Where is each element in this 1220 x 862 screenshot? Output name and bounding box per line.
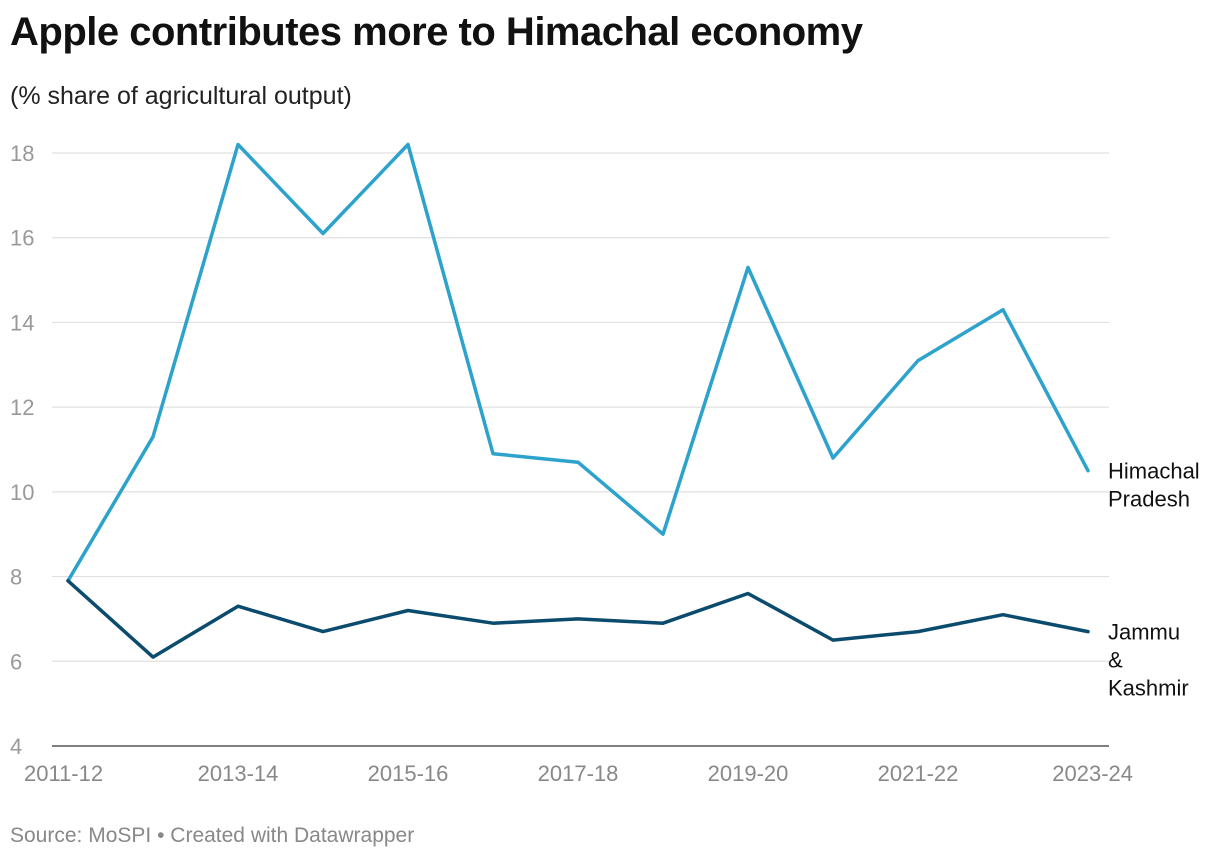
x-tick-label: 2021-22 — [878, 761, 959, 786]
y-tick-label: 16 — [10, 226, 34, 251]
chart-footer: Source: MoSPI • Created with Datawrapper — [10, 824, 414, 848]
chart-subtitle: (% share of agricultural output) — [10, 82, 352, 110]
series-end-label: Kashmir — [1108, 676, 1189, 701]
y-tick-label: 14 — [10, 310, 34, 335]
y-tick-label: 4 — [10, 734, 22, 759]
series-lines — [66, 142, 1090, 659]
credit-link[interactable]: Created with Datawrapper — [170, 824, 415, 847]
series-line-himachal-pradesh — [66, 142, 1090, 583]
source-text: Source: MoSPI — [10, 824, 152, 847]
x-tick-label: 2015-16 — [368, 761, 449, 786]
series-labels: Himachal Pradesh Jammu & Kashmir — [1108, 459, 1200, 701]
y-tick-label: 10 — [10, 480, 34, 505]
x-tick-label: 2019-20 — [708, 761, 789, 786]
x-tick-label: 2023-24 — [1052, 761, 1133, 786]
y-tick-label: 8 — [10, 565, 22, 590]
y-tick-label: 18 — [10, 141, 34, 166]
series-line-jammu-kashmir — [66, 579, 1090, 659]
x-tick-label: 2011-12 — [24, 761, 103, 786]
series-end-label: Pradesh — [1108, 487, 1190, 512]
x-tick-label: 2017-18 — [538, 761, 619, 786]
footer-separator: • — [157, 824, 165, 847]
y-tick-label: 6 — [10, 649, 22, 674]
chart-title: Apple contributes more to Himachal econo… — [10, 10, 863, 54]
gridlines — [52, 152, 1109, 747]
axes: 4 6 8 10 12 14 16 18 2011-12 2013-14 2015-16 2017-1… — [10, 141, 1133, 786]
x-tick-label: 2013-14 — [198, 761, 279, 786]
y-tick-label: 12 — [10, 395, 34, 420]
series-end-label: & — [1108, 648, 1123, 673]
series-end-label: Jammu — [1108, 620, 1180, 645]
series-end-label: Himachal — [1108, 459, 1200, 484]
